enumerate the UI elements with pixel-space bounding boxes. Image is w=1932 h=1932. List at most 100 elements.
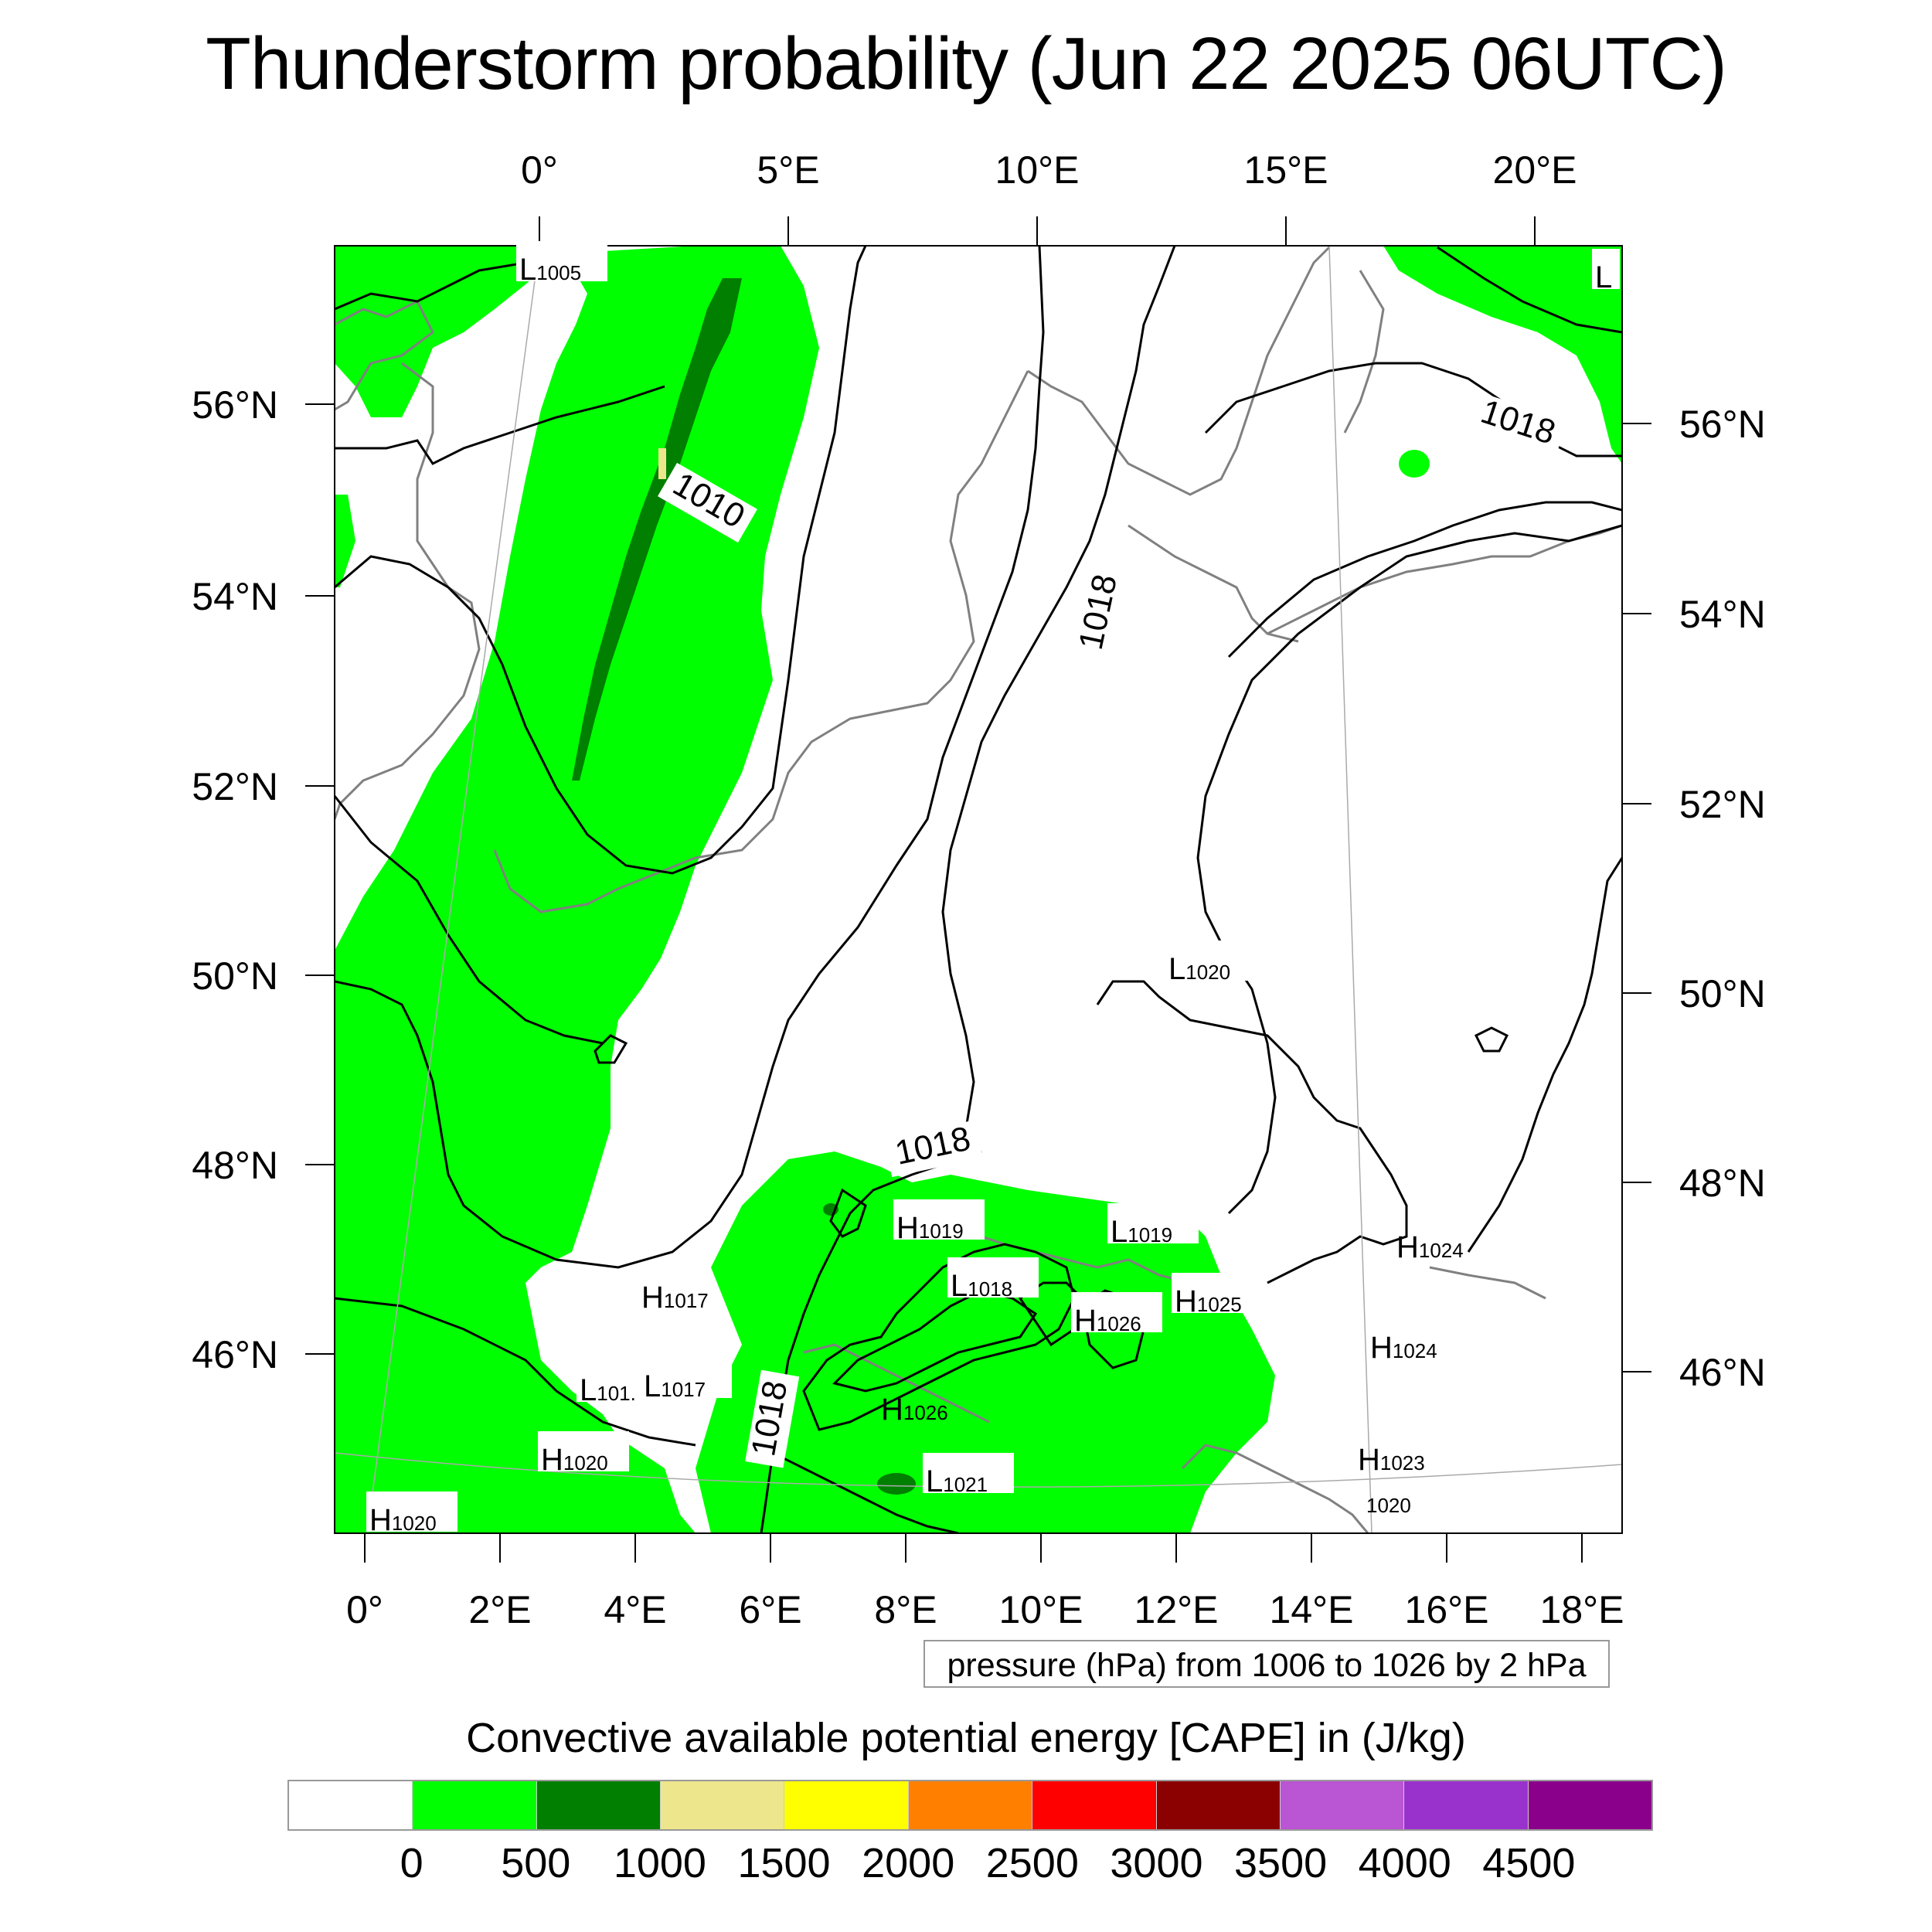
cape-field-1000-1500 — [658, 448, 666, 479]
colorbar-swatch — [1527, 1781, 1651, 1829]
colorbar-swatch — [1403, 1781, 1528, 1829]
colorbar-tick-label: 4000 — [1358, 1840, 1451, 1886]
svg-text:H1026: H1026 — [1074, 1304, 1141, 1338]
colorbar-tick-label: 0 — [400, 1840, 423, 1886]
colorbar-tick-label: 2000 — [862, 1840, 955, 1886]
svg-text:L: L — [1595, 260, 1612, 294]
colorbar-tick-label: 4500 — [1482, 1840, 1576, 1886]
colorbar-swatch — [1032, 1781, 1156, 1829]
colorbar-swatch — [1155, 1781, 1280, 1829]
colorbar-tick-label: 1000 — [613, 1840, 706, 1886]
isobars — [335, 246, 1622, 1533]
svg-text:L1021: L1021 — [926, 1464, 988, 1498]
right-lat-label: 52°N — [1679, 783, 1766, 826]
colorbar-swatch — [289, 1781, 413, 1829]
top-lon-label: 5°E — [757, 148, 819, 192]
bottom-lon-label: 16°E — [1405, 1588, 1489, 1631]
colorbar-tick-label: 3500 — [1234, 1840, 1328, 1886]
bottom-lon-label: 14°E — [1270, 1588, 1354, 1631]
top-lon-labels: 0° 5°E 10°E 15°E 20°E — [521, 148, 1577, 192]
left-lat-label: 52°N — [192, 765, 278, 808]
svg-text:L1005: L1005 — [519, 253, 581, 287]
svg-text:L1017: L1017 — [644, 1369, 706, 1403]
map-border — [334, 245, 1623, 1534]
pressure-center-value: 1025 — [1197, 1293, 1242, 1316]
chart-title: Thunderstorm probability (Jun 22 2025 06… — [206, 22, 1727, 105]
pressure-center-value: 1021 — [943, 1473, 988, 1496]
svg-text:L101.: L101. — [580, 1373, 636, 1407]
pressure-center-value: 1017 — [661, 1378, 706, 1401]
cape-field-west — [335, 246, 819, 1533]
right-ticks — [1622, 423, 1651, 1372]
pressure-center-letter: H — [541, 1443, 563, 1477]
pressure-center-letter: H — [369, 1503, 392, 1537]
pressure-center-letter: L — [1168, 952, 1185, 986]
svg-text:H1025: H1025 — [1175, 1284, 1242, 1318]
bottom-lon-label: 12°E — [1134, 1588, 1219, 1631]
bottom-lon-label: 8°E — [874, 1588, 937, 1631]
map-layers — [335, 246, 1622, 1533]
cape-field-500-1000 — [572, 278, 742, 781]
colorbar-swatch — [907, 1781, 1032, 1829]
cape-field-northwest — [335, 246, 533, 417]
svg-text:H1019: H1019 — [896, 1211, 964, 1245]
colorbar-tick-label: 3000 — [1110, 1840, 1203, 1886]
bottom-lon-label: 6°E — [739, 1588, 801, 1631]
left-lat-label: 46°N — [192, 1333, 278, 1376]
pressure-center-value: 1019 — [1128, 1223, 1172, 1247]
cape-field-northeast — [1383, 246, 1622, 464]
top-lon-label: 20°E — [1493, 148, 1577, 192]
pressure-center-value: 1020 — [563, 1451, 608, 1475]
cape-field-500-1000-south — [877, 1473, 916, 1495]
bottom-ticks — [364, 1533, 1583, 1563]
pressure-center-value: 101. — [597, 1382, 636, 1405]
pressure-center-letter: H — [881, 1393, 903, 1427]
pressure-center-value: 1023 — [1380, 1451, 1425, 1475]
pressure-center-value: 1019 — [919, 1219, 964, 1243]
colorbar-tick-label: 500 — [501, 1840, 571, 1886]
pressure-center-value: 1026 — [1097, 1312, 1141, 1335]
colorbar-swatch — [784, 1781, 908, 1829]
pressure-center-letter: H — [1175, 1284, 1197, 1318]
left-lat-label: 56°N — [192, 383, 278, 427]
colorbar-swatch — [660, 1781, 784, 1829]
top-lon-label: 15°E — [1244, 148, 1328, 192]
pressure-center-letter: H — [1396, 1230, 1419, 1264]
pressure-center-value: 1024 — [1419, 1239, 1464, 1262]
bottom-lon-label: 18°E — [1540, 1588, 1624, 1631]
colorbar-swatch — [536, 1781, 661, 1829]
cape-field-south — [696, 1151, 1275, 1533]
pressure-center-letter: L — [926, 1464, 943, 1498]
pressure-center-value: 1020 — [392, 1512, 437, 1535]
colorbar-tick-label: 1500 — [737, 1840, 831, 1886]
pressure-center-value: 1017 — [664, 1289, 709, 1312]
pressure-center-letter: L — [951, 1269, 968, 1303]
pressure-center-letter: L — [580, 1373, 597, 1407]
colorbar — [287, 1780, 1653, 1831]
pressure-center-value: 1018 — [968, 1277, 1012, 1301]
pressure-center-letter: H — [1358, 1443, 1380, 1477]
pressure-center-value: 1024 — [1393, 1339, 1437, 1362]
cape-field-blob — [1399, 450, 1430, 478]
svg-text:H1024: H1024 — [1370, 1331, 1437, 1365]
bottom-lon-label: 2°E — [468, 1588, 531, 1631]
left-lat-label: 54°N — [192, 575, 278, 618]
pressure-center-letter: H — [1370, 1331, 1393, 1365]
top-ticks — [539, 216, 1536, 246]
svg-text:L1019: L1019 — [1111, 1215, 1172, 1249]
pressure-center-value: 1026 — [903, 1401, 948, 1424]
right-lat-label: 46°N — [1679, 1351, 1766, 1394]
svg-text:L1020: L1020 — [1168, 952, 1230, 986]
pressure-center-value: 1005 — [536, 261, 581, 284]
colorbar-tick-label: 2500 — [985, 1840, 1079, 1886]
bottom-lon-label: 0° — [346, 1588, 383, 1631]
colorbar-swatch — [412, 1781, 536, 1829]
svg-text:H1026: H1026 — [881, 1393, 948, 1427]
left-lat-labels: 56°N 54°N 52°N 50°N 48°N 46°N — [192, 383, 278, 1376]
pressure-center-value: 1020 — [1185, 961, 1230, 984]
svg-text:L1018: L1018 — [951, 1269, 1012, 1303]
right-lat-label: 50°N — [1679, 972, 1766, 1015]
svg-text:H1024: H1024 — [1396, 1230, 1464, 1264]
bottom-lon-label: 4°E — [604, 1588, 666, 1631]
